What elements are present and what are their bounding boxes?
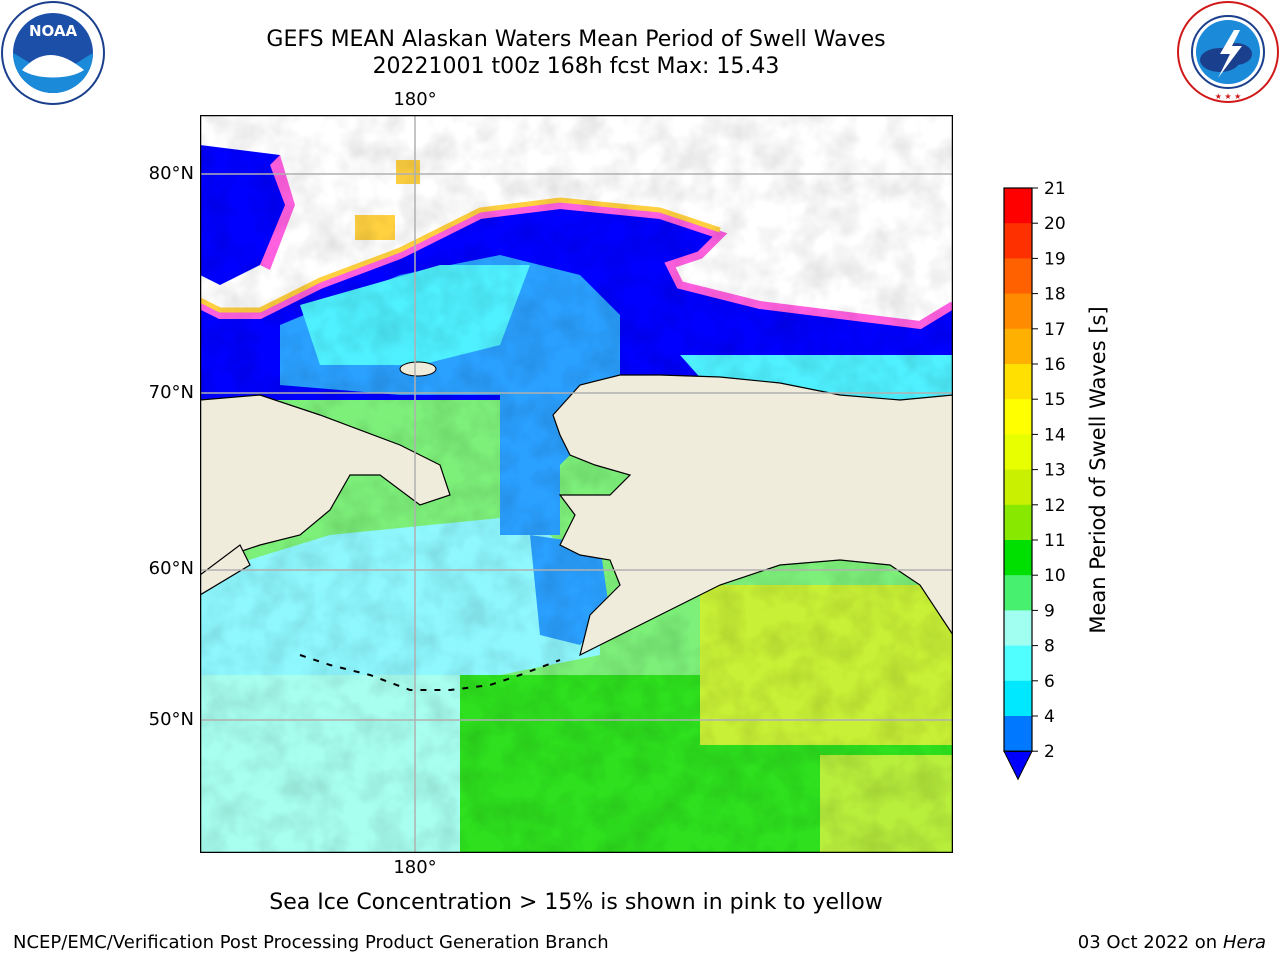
colorbar-segment xyxy=(1004,540,1032,576)
colorbar-tick-label: 12 xyxy=(1044,496,1066,516)
colorbar-segment xyxy=(1004,293,1032,330)
noaa-logo-text: NOAA xyxy=(29,22,78,40)
map-border xyxy=(200,115,953,853)
wrangel-island xyxy=(399,361,437,377)
colorbar-tick-label: 16 xyxy=(1044,355,1066,375)
colorbar-under-arrow xyxy=(1003,750,1033,781)
colorbar-segment xyxy=(1004,504,1032,541)
chart-subtitle: 20221001 t00z 168h fcst Max: 15.43 xyxy=(372,54,780,79)
colorbar-segment xyxy=(1004,328,1032,365)
colorbar: 21 20 19 18 17 16 15 14 13 12 11 10 9 8 6 4 2 xyxy=(1003,180,1066,781)
colorbar-tick-label: 9 xyxy=(1044,601,1055,621)
lon-label-bottom: 180° xyxy=(393,857,437,878)
lat-label-70n: 70°N xyxy=(148,382,194,403)
colorbar-title: Mean Period of Swell Waves [s] xyxy=(1086,306,1110,634)
map-panel xyxy=(200,115,953,853)
colorbar-tick-label: 19 xyxy=(1044,249,1066,269)
colorbar-tick-label: 18 xyxy=(1044,285,1066,305)
swell-period-map xyxy=(200,115,953,853)
footer-credit: NCEP/EMC/Verification Post Processing Pr… xyxy=(13,932,609,953)
colorbar-segment xyxy=(1004,364,1032,400)
lat-label-60n: 60°N xyxy=(148,558,194,579)
colorbar-tick-label: 10 xyxy=(1044,566,1066,586)
footer-date-text: 03 Oct 2022 on xyxy=(1077,932,1218,953)
colorbar-segment xyxy=(1004,188,1032,224)
colorbar-segment xyxy=(1004,399,1032,435)
colorbar-tick-label: 8 xyxy=(1044,637,1055,657)
svg-text:★ ★ ★: ★ ★ ★ xyxy=(1215,92,1242,101)
alaska-land xyxy=(552,374,953,657)
colorbar-tick-label: 6 xyxy=(1044,672,1055,692)
chart-title: GEFS MEAN Alaskan Waters Mean Period of … xyxy=(266,27,886,52)
lon-label-top: 180° xyxy=(393,89,437,110)
lat-label-80n: 80°N xyxy=(148,163,194,184)
sea-ice-note: Sea Ice Concentration > 15% is shown in … xyxy=(269,890,883,915)
colorbar-tick-label: 15 xyxy=(1044,390,1066,410)
footer-date: 03 Oct 2022 on Hera xyxy=(1078,932,1266,953)
colorbar-tick-label: 21 xyxy=(1044,180,1066,199)
colorbar-segment xyxy=(1004,716,1032,752)
colorbar-segment xyxy=(1004,645,1032,682)
colorbar-tick-label: 17 xyxy=(1044,320,1066,340)
colorbar-tick-label: 11 xyxy=(1044,531,1066,551)
colorbar-tick-label: 14 xyxy=(1044,425,1066,445)
colorbar-segment xyxy=(1004,575,1032,611)
nws-logo-icon: ★ ★ ★ xyxy=(1177,1,1279,103)
noaa-logo-icon: NOAA xyxy=(1,1,105,105)
colorbar-segment xyxy=(1004,434,1032,471)
colorbar-tick-label: 13 xyxy=(1044,461,1066,481)
colorbar-segment xyxy=(1004,610,1032,647)
graticule xyxy=(200,115,953,853)
colorbar-segment xyxy=(1004,223,1032,259)
colorbar-tick-label: 2 xyxy=(1044,742,1055,762)
colorbar-tick-label: 20 xyxy=(1044,214,1066,234)
colorbar-segment xyxy=(1004,680,1032,717)
colorbar-segment xyxy=(1004,469,1032,506)
colorbar-segment xyxy=(1004,258,1032,295)
lat-label-50n: 50°N xyxy=(148,709,194,730)
footer-host: Hera xyxy=(1222,932,1266,953)
colorbar-tick-label: 4 xyxy=(1044,707,1055,727)
